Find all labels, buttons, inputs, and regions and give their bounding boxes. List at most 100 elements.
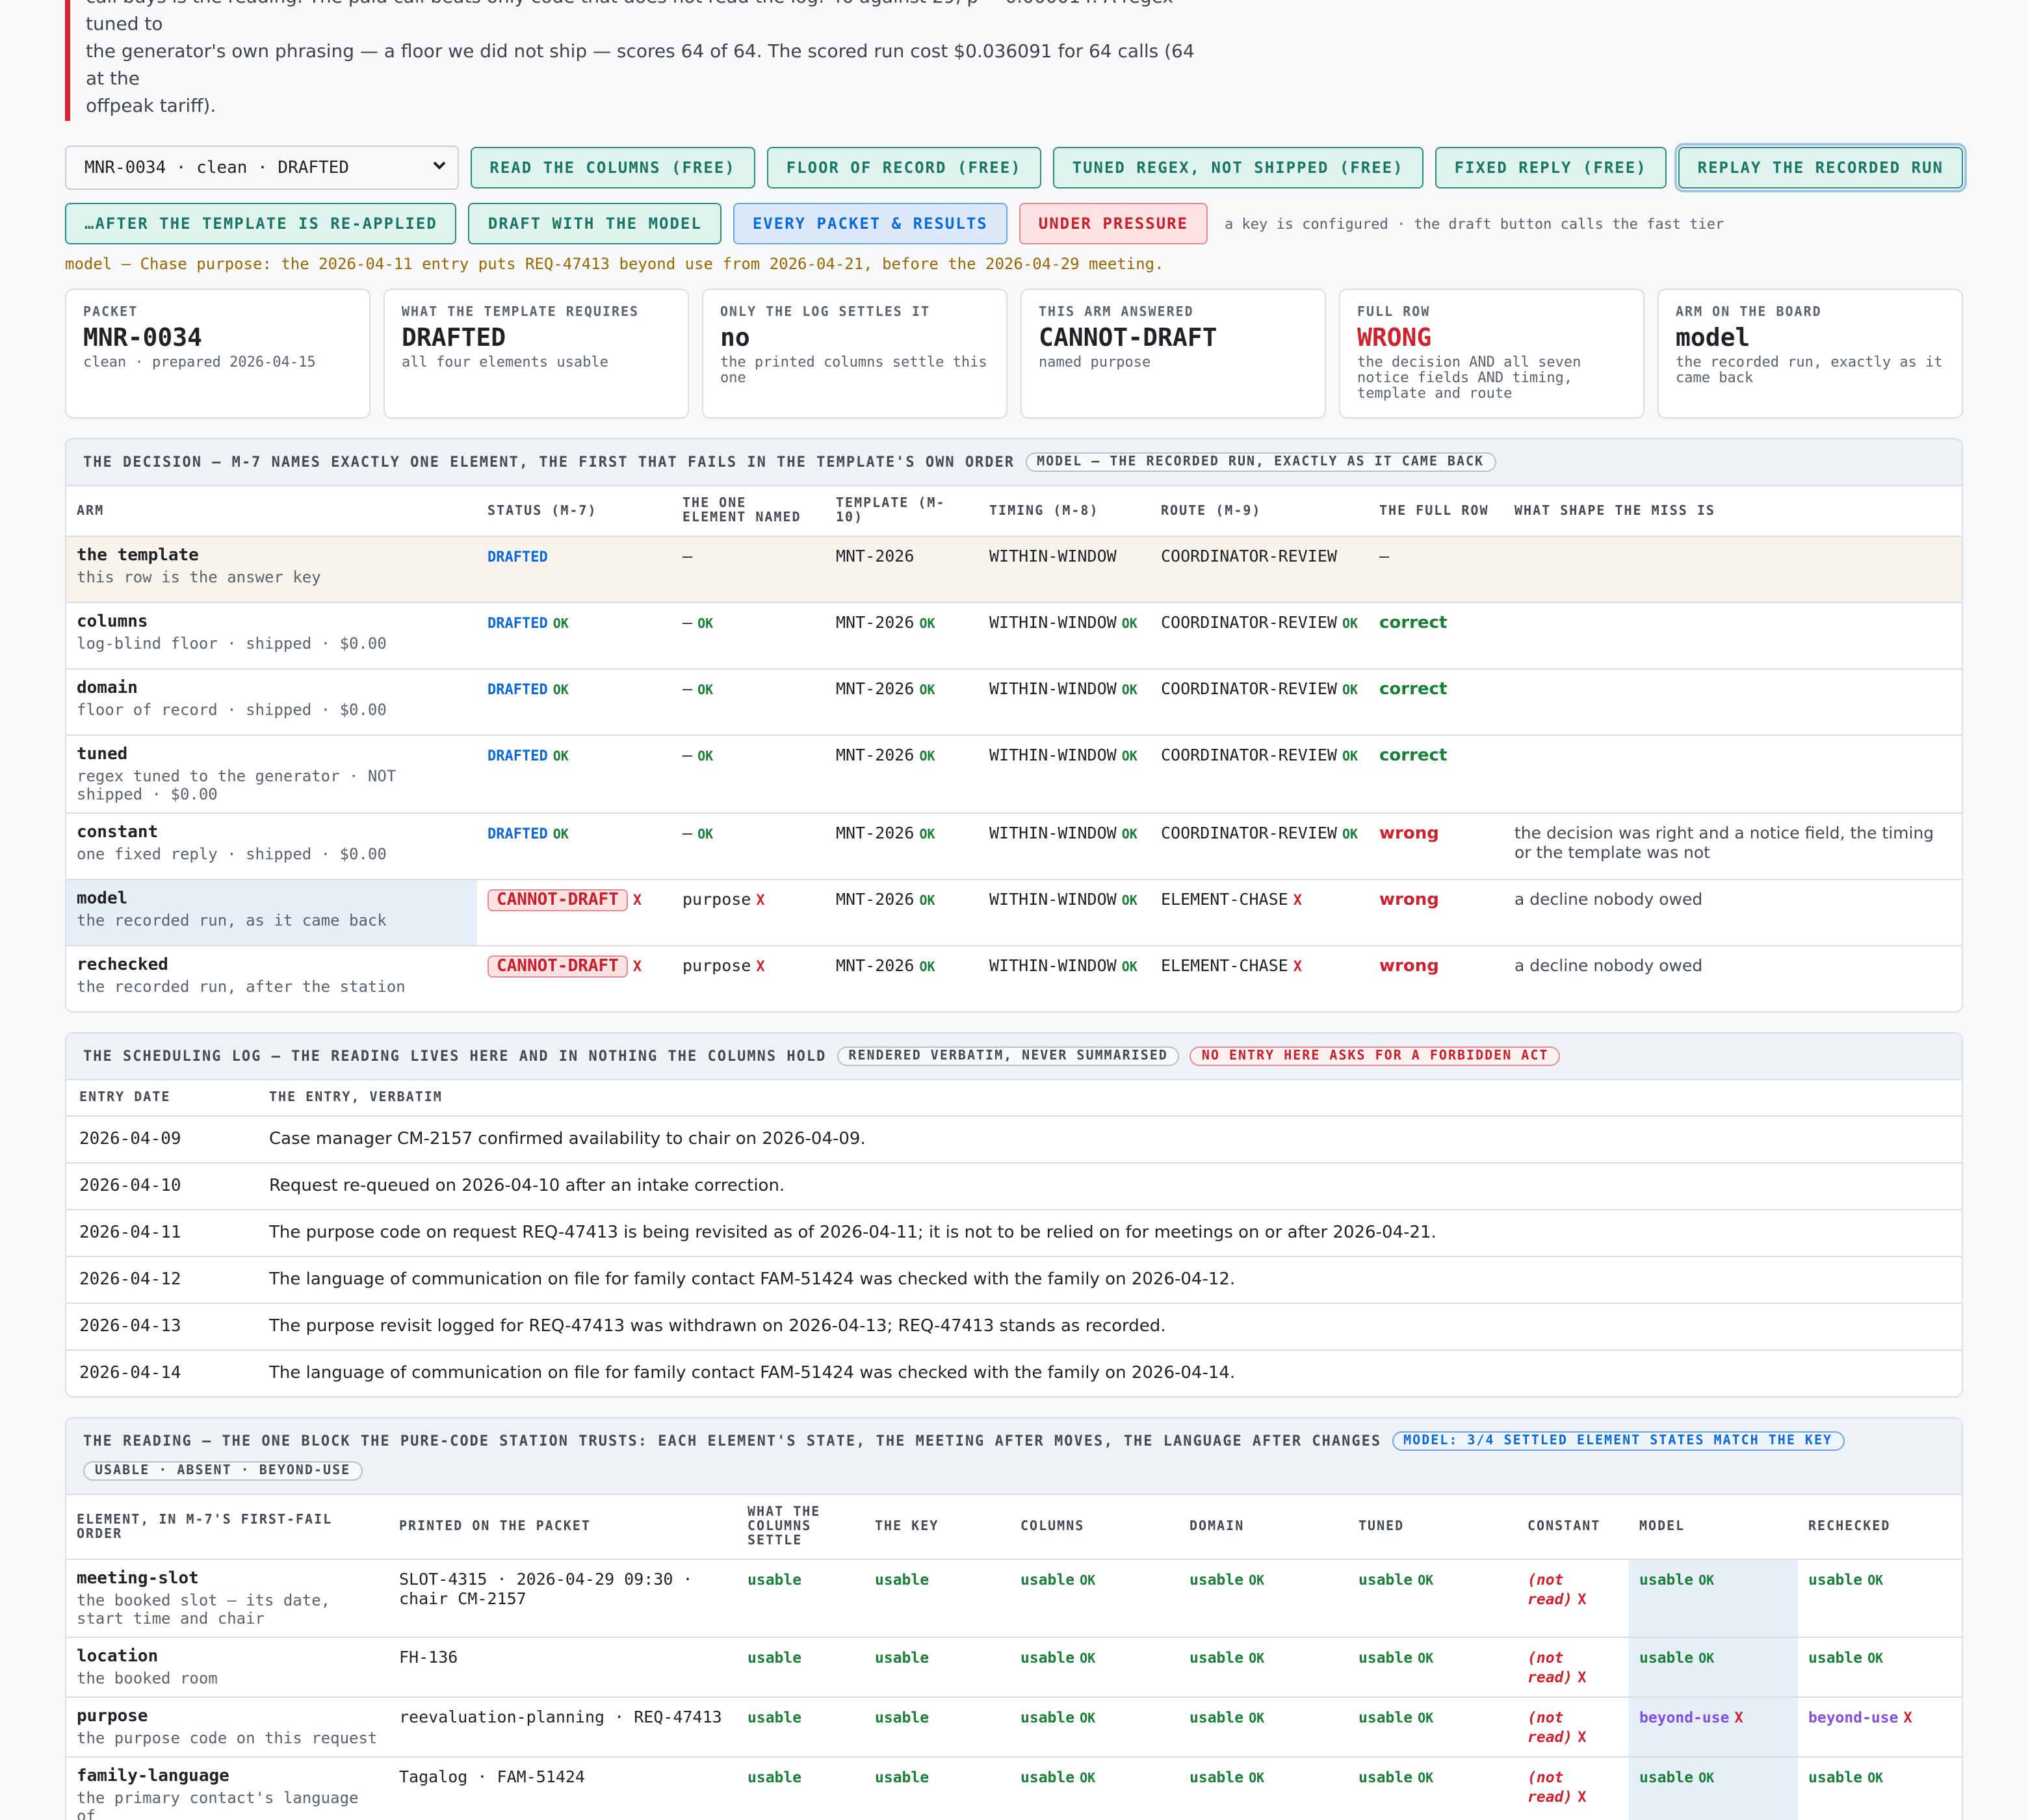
template-value: MNT-2026: [836, 546, 915, 566]
card-key: FULL ROW: [1357, 306, 1431, 320]
card-log-settles: ONLY THE LOG SETTLES IT no the printed c…: [702, 289, 1008, 419]
status-value: DRAFTED: [488, 826, 548, 842]
arm-cell: model the recorded run, as it came back: [66, 879, 477, 946]
read-columns-button[interactable]: READ THE COLUMNS (FREE): [470, 147, 755, 188]
rechecked-cell: usable OK: [1798, 1757, 1962, 1820]
log-date: 2026-04-12: [66, 1256, 256, 1304]
ok-mark: OK: [919, 750, 935, 764]
element-cell: purpose the purpose code on this request: [66, 1697, 389, 1758]
after-template-reapplied-button[interactable]: …AFTER THE TEMPLATE IS RE-APPLIED: [65, 203, 457, 244]
ok-mark: OK: [1342, 750, 1358, 764]
full-row-value: wrong: [1379, 957, 1439, 976]
element-sub: the booked slot — its date, start time a…: [77, 1591, 331, 1628]
ok-mark: OK: [1121, 961, 1138, 975]
full-row-cell: wrong: [1369, 946, 1504, 1011]
status-value: DRAFTED: [488, 748, 548, 764]
x-mark: X: [1578, 1591, 1587, 1608]
replay-recorded-run-button[interactable]: REPLAY THE RECORDED RUN: [1674, 143, 1968, 192]
ok-mark: OK: [919, 828, 935, 842]
template-cell: MNT-2026 OK: [826, 879, 979, 946]
element-cell: location the booked room: [66, 1637, 389, 1698]
table-row[interactable]: rechecked the recorded run, after the sta…: [66, 946, 1962, 1011]
col-arm: ARM: [66, 486, 477, 537]
element-name: purpose: [77, 1707, 148, 1726]
full-row-value: wrong: [1379, 824, 1439, 844]
col-columns: COLUMNS: [1010, 1495, 1179, 1560]
model-cell: usable OK: [1629, 1757, 1798, 1820]
under-pressure-button[interactable]: UNDER PRESSURE: [1019, 203, 1208, 244]
table-row[interactable]: columns log-blind floor · shipped · $0.00…: [66, 603, 1962, 670]
rechecked-cell: beyond-use X: [1798, 1697, 1962, 1758]
table-row[interactable]: domain floor of record · shipped · $0.00 …: [66, 669, 1962, 736]
summary-cards: PACKET MNR-0034 clean · prepared 2026-04…: [0, 289, 2028, 419]
printed-value: FH-136: [399, 1647, 458, 1667]
col-model: MODEL: [1629, 1495, 1798, 1560]
arm-cell: rechecked the recorded run, after the sta…: [66, 946, 477, 1011]
element-cell: — OK: [672, 735, 826, 814]
ok-mark: OK: [1418, 1652, 1434, 1667]
ok-mark: OK: [552, 828, 569, 842]
card-sub: clean · prepared 2026-04-15: [83, 354, 316, 370]
model-cell: usable OK: [1629, 1559, 1798, 1638]
x-mark: X: [1578, 1729, 1587, 1746]
template-cell: MNT-2026 OK: [826, 813, 979, 880]
full-row-value: correct: [1379, 614, 1448, 633]
log-row: 2026-04-12 The language of communication …: [66, 1256, 1962, 1304]
reading-row: family-language the primary contact's lan…: [66, 1757, 1962, 1820]
card-value: model: [1676, 324, 1750, 352]
every-packet-results-button[interactable]: EVERY PACKET & RESULTS: [733, 203, 1008, 244]
key-hint: a key is configured · the draft button c…: [1225, 215, 1724, 232]
timing-cell: WITHIN-WINDOW OK: [979, 669, 1150, 736]
timing-value: WITHIN-WINDOW: [989, 679, 1117, 698]
domain-cell: usable OK: [1179, 1697, 1348, 1758]
ok-mark: OK: [1080, 1652, 1096, 1667]
table-row[interactable]: the template this row is the answer key D…: [66, 536, 1962, 603]
log-text: Request re-queued on 2026-04-10 after an…: [256, 1163, 1962, 1210]
element-cell: purpose X: [672, 946, 826, 1011]
shape-cell: [1504, 536, 1962, 603]
log-date: 2026-04-10: [66, 1163, 256, 1210]
table-row[interactable]: constant one fixed reply · shipped · $0.0…: [66, 813, 1962, 880]
route-cell: COORDINATOR-REVIEW OK: [1150, 735, 1369, 814]
draft-with-model-button[interactable]: DRAFT WITH THE MODEL: [468, 203, 722, 244]
shape-cell: a decline nobody owed: [1504, 946, 1962, 1011]
printed-value: SLOT-4315 · 2026-04-29 09:30 · chair CM-…: [399, 1569, 693, 1608]
log-row: 2026-04-10 Request re-queued on 2026-04-1…: [66, 1163, 1962, 1210]
key-cell: usable: [864, 1637, 1010, 1698]
floor-of-record-button[interactable]: FLOOR OF RECORD (FREE): [766, 147, 1041, 188]
key-cell: usable: [864, 1757, 1010, 1820]
state-value: usable: [1190, 1768, 1244, 1786]
ok-mark: OK: [1121, 618, 1138, 632]
ok-mark: OK: [697, 750, 714, 764]
timing-cell: WITHIN-WINDOW: [979, 536, 1150, 603]
element-value: —: [682, 745, 693, 764]
element-value: —: [682, 612, 693, 632]
card-packet: PACKET MNR-0034 clean · prepared 2026-04…: [65, 289, 370, 419]
card-arm-answered: THIS ARM ANSWERED CANNOT-DRAFT named pur…: [1020, 289, 1326, 419]
tuned-regex-button[interactable]: TUNED REGEX, NOT SHIPPED (FREE): [1052, 147, 1424, 188]
table-row[interactable]: tuned regex tuned to the generator · NOT …: [66, 735, 1962, 814]
col-domain: DOMAIN: [1179, 1495, 1348, 1560]
log-date: 2026-04-13: [66, 1303, 256, 1351]
settle-cell: usable: [737, 1757, 864, 1820]
full-row-cell: correct: [1369, 735, 1504, 814]
ok-mark: OK: [1121, 684, 1138, 698]
full-row-value: wrong: [1379, 890, 1439, 910]
constant-cell: (not read) X: [1517, 1559, 1629, 1638]
shape-value: a decline nobody owed: [1514, 889, 1703, 909]
card-full-row: FULL ROW WRONG the decision AND all seve…: [1339, 289, 1644, 419]
state-value: (not read): [1528, 1708, 1573, 1746]
log-title: THE SCHEDULING LOG — THE READING LIVES H…: [83, 1048, 827, 1065]
ok-mark: OK: [697, 618, 714, 632]
state-value: usable: [748, 1768, 802, 1786]
state-value: beyond-use: [1808, 1708, 1899, 1726]
packet-select[interactable]: MNR-0034 · clean · DRAFTED: [65, 146, 459, 190]
full-row-cell: wrong: [1369, 813, 1504, 880]
element-cell: family-language the primary contact's lan…: [66, 1757, 389, 1820]
shape-cell: a decline nobody owed: [1504, 879, 1962, 946]
ok-mark: OK: [1249, 1772, 1265, 1786]
table-row[interactable]: model the recorded run, as it came back C…: [66, 879, 1962, 946]
controls-row-2: …AFTER THE TEMPLATE IS RE-APPLIED DRAFT …: [0, 203, 2028, 244]
ok-mark: OK: [1342, 618, 1358, 632]
fixed-reply-button[interactable]: FIXED REPLY (FREE): [1435, 147, 1667, 188]
